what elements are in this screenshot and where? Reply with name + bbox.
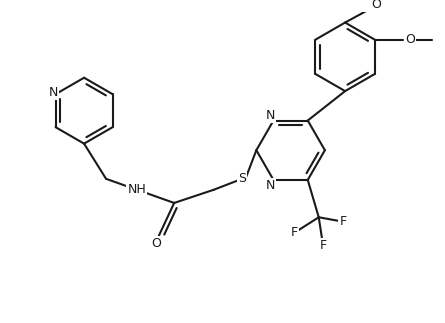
Text: N: N — [265, 179, 275, 192]
Text: S: S — [238, 172, 246, 185]
Text: NH: NH — [127, 183, 146, 196]
Text: F: F — [320, 239, 327, 252]
Text: N: N — [49, 86, 58, 99]
Text: F: F — [291, 226, 298, 239]
Text: O: O — [152, 237, 162, 250]
Text: O: O — [371, 0, 381, 12]
Text: N: N — [265, 109, 275, 122]
Text: O: O — [405, 33, 415, 46]
Text: F: F — [340, 215, 347, 228]
